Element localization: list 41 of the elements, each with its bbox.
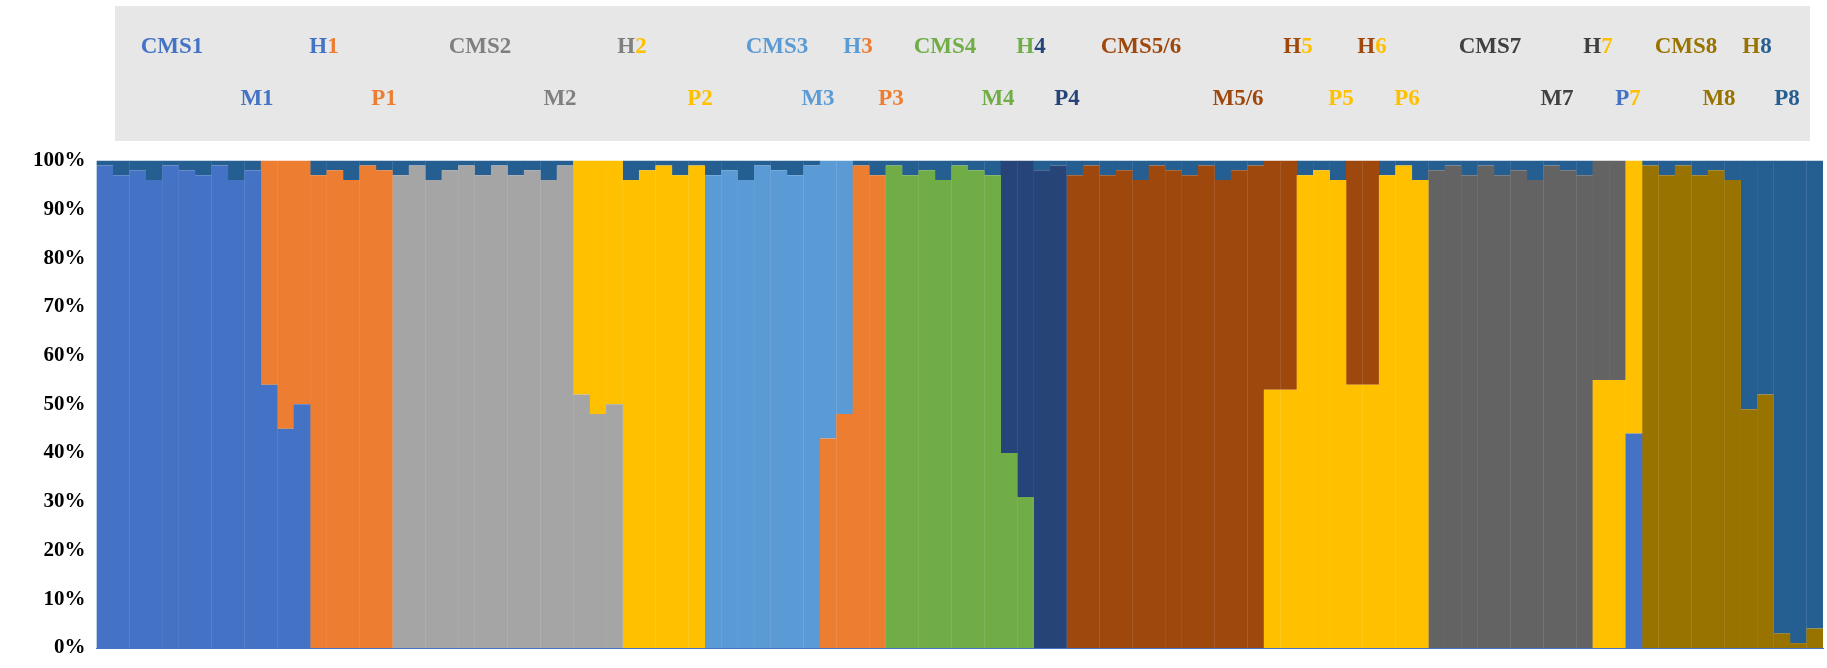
text: P2 (687, 85, 713, 110)
text: CMS5/6 (1100, 33, 1182, 58)
text: H1 (309, 33, 339, 58)
text: CMS7 (1458, 33, 1522, 58)
text: H7 (1583, 33, 1613, 58)
text: CMS4 (913, 33, 977, 58)
text: CMS2 (448, 33, 512, 58)
text: H4 (1016, 33, 1046, 58)
y-tick-label: 30% (43, 488, 86, 513)
text: M4 (981, 85, 1015, 110)
y-tick-label: 40% (43, 439, 86, 464)
text: M7 (1540, 85, 1574, 110)
text: CMS1 (140, 33, 204, 58)
y-tick-label: 90% (43, 195, 86, 220)
text: P8 (1774, 85, 1800, 110)
y-tick-label: 100% (33, 147, 86, 172)
text: P4 (1054, 85, 1080, 110)
text: M2 (543, 85, 577, 110)
text: H3 (843, 33, 873, 58)
text: P6 (1394, 85, 1420, 110)
text: CMS3 (745, 33, 809, 58)
text: P3 (878, 85, 904, 110)
y-tick-label: 60% (43, 341, 86, 366)
text: P1 (371, 85, 397, 110)
y-tick-label: 70% (43, 293, 86, 318)
y-tick-label: 80% (43, 244, 86, 269)
text: P5 (1328, 85, 1354, 110)
text: H8 (1742, 33, 1772, 58)
text: M3 (801, 85, 835, 110)
y-tick-label: 20% (43, 536, 86, 561)
y-tick-label: 50% (43, 390, 86, 415)
text: P7 (1615, 85, 1641, 110)
text: H5 (1283, 33, 1313, 58)
text: H2 (617, 33, 647, 58)
text: H6 (1357, 33, 1387, 58)
text: CMS8 (1654, 33, 1718, 58)
y-tick-label: 0% (54, 634, 86, 659)
text: M5/6 (1212, 85, 1264, 110)
y-tick-label: 10% (43, 585, 86, 610)
text: M1 (240, 85, 274, 110)
text: M8 (1702, 85, 1736, 110)
